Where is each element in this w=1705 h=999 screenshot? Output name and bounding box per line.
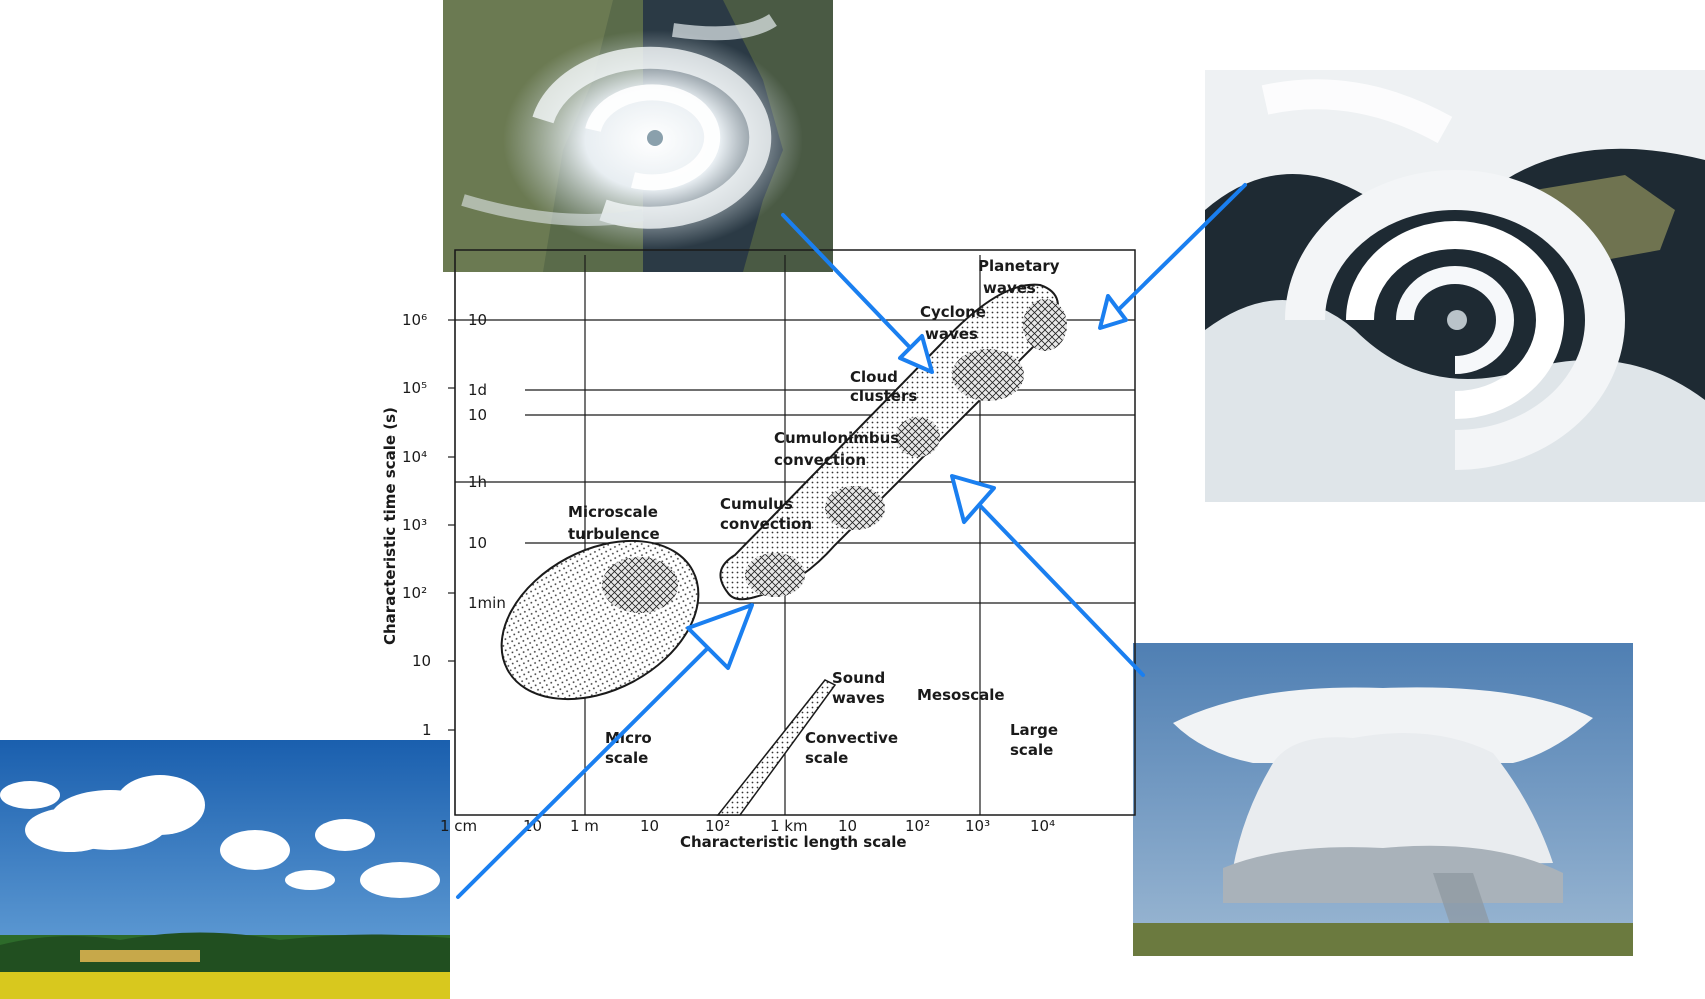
label-sound-waves: waves (832, 689, 885, 707)
x-tick-7: 10² (905, 817, 930, 835)
label-convective-scale: scale (805, 749, 848, 767)
y-inner-tick-4: 10 (468, 534, 487, 552)
x-tick-1: 10 (523, 817, 542, 835)
x-tick-1m: 1 m (570, 817, 599, 835)
label-microscale: Microscale (568, 503, 658, 521)
cumulonimbus-core (825, 486, 885, 530)
label-micro: Micro (605, 729, 652, 747)
x-tick-8: 10³ (965, 817, 990, 835)
y-tick-1e4: 10⁴ (402, 448, 427, 466)
y-inner-tick-0: 10 (468, 311, 487, 329)
scale-diagram: 10⁶ 10⁵ 10⁴ 10³ 10² 10 1 10 1d 10 1h 10 … (381, 249, 1136, 850)
label-cumulus: Cumulus (720, 495, 793, 513)
y-tick-1e2: 10² (402, 584, 427, 602)
sound-waves-region (716, 679, 837, 816)
y-axis-label: Characteristic time scale (s) (381, 407, 399, 645)
tropical-cyclone-satellite-photo (443, 0, 833, 272)
y-inner-tick-1h: 1h (468, 473, 487, 491)
y-inner-tick-1min: 1min (468, 594, 506, 612)
label-clusters: clusters (850, 387, 917, 405)
label-turbulence: turbulence (568, 525, 660, 543)
cumulus-clouds-landscape-photo (0, 740, 450, 999)
label-cumulonimbus: Cumulonimbus (774, 429, 899, 447)
label-mesoscale: Mesoscale (917, 686, 1005, 704)
y-tick-10: 10 (412, 652, 431, 670)
y-tick-1e3: 10³ (402, 516, 427, 534)
cumulus-core (745, 553, 805, 597)
turbulence-core (602, 557, 678, 613)
extratropical-cyclone-satellite-photo (1205, 70, 1705, 502)
cloud-cluster-core (896, 417, 940, 457)
cumulonimbus-cloud-photo (1133, 643, 1633, 956)
x-tick-1cm: 1 cm (440, 817, 477, 835)
label-cyclone: Cyclone (920, 303, 986, 321)
x-tick-1km: 1 km (770, 817, 808, 835)
y-tick-1e5: 10⁵ (402, 379, 427, 397)
y-inner-tick-1d: 1d (468, 381, 487, 399)
label-convection-cb: convection (774, 451, 866, 469)
y-inner-tick-2: 10 (468, 406, 487, 424)
cyclone-core (952, 349, 1024, 401)
planetary-core (1023, 299, 1067, 351)
x-axis-label: Characteristic length scale (680, 833, 907, 850)
label-cloud: Cloud (850, 368, 898, 386)
x-tick-9: 10⁴ (1030, 817, 1055, 835)
label-waves-planetary: waves (983, 279, 1036, 297)
x-tick-6: 10 (838, 817, 857, 835)
x-tick-3: 10 (640, 817, 659, 835)
label-large-scale: scale (1010, 741, 1053, 759)
label-planetary: Planetary (978, 257, 1060, 275)
label-large: Large (1010, 721, 1058, 739)
label-micro-scale: scale (605, 749, 648, 767)
label-convective: Convective (805, 729, 898, 747)
label-convection-cu: convection (720, 515, 812, 533)
y-tick-1: 1 (422, 721, 432, 739)
y-tick-1e6: 10⁶ (402, 311, 427, 329)
label-sound: Sound (832, 669, 885, 687)
label-waves-cyclone: waves (925, 325, 978, 343)
